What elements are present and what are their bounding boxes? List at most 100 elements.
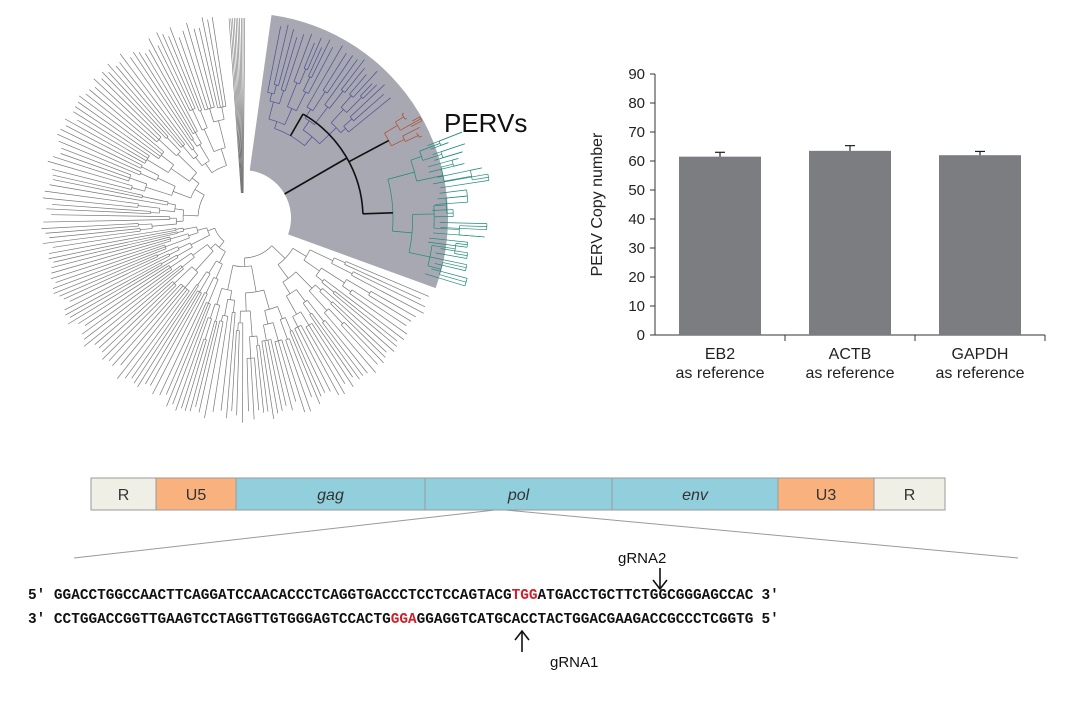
tree-branch: [189, 242, 193, 248]
tree-branch: [289, 330, 293, 332]
tree-branch: [428, 241, 468, 248]
tree-branch: [349, 116, 354, 122]
tree-branch: [435, 252, 467, 259]
sequence-bottom-strand: 3′ CCTGGACCGGTTGAAGTCCTAGGTTGTGGGAGTCCAC…: [28, 612, 779, 628]
tree-branch: [191, 266, 199, 273]
tree-branch: [60, 153, 130, 179]
genome-segment: [235, 477, 426, 511]
tree-branch: [333, 257, 346, 264]
tree-branch: [284, 78, 290, 92]
tree-branch: [304, 136, 313, 146]
tree-branch: [366, 282, 424, 314]
tree-branch: [245, 289, 264, 294]
tree-branch: [340, 59, 365, 90]
tree-branch: [419, 143, 441, 152]
tree-branch: [42, 230, 141, 244]
tree-branch: [466, 189, 469, 203]
tree-branch: [229, 290, 232, 300]
tree-branch: [422, 153, 442, 161]
tree-branch: [171, 186, 176, 196]
tree-branch: [44, 190, 139, 205]
y-tick-label: 70: [628, 124, 645, 141]
tree-branch: [410, 156, 422, 161]
tree-branch: [455, 243, 468, 246]
tree-branch: [214, 228, 225, 242]
tree-branch: [288, 338, 312, 398]
tree-branch: [212, 325, 227, 413]
tree-branch: [395, 121, 401, 131]
tree-branch: [148, 38, 198, 132]
sequence-top-strand: 5′ GGACCTGGCCAACTTCAGGATCCAACACCCTCAGGTG…: [28, 588, 779, 604]
tree-branch: [137, 290, 198, 388]
tree-branch: [204, 106, 215, 111]
tree-branch: [144, 53, 194, 134]
tree-branch: [166, 137, 181, 152]
tree-branch: [466, 252, 469, 259]
tree-branch: [148, 49, 196, 133]
tree-branch: [431, 268, 468, 279]
tree-branch: [264, 310, 269, 325]
tree-branch: [369, 279, 426, 308]
tree-branch: [454, 243, 457, 254]
tree-branch: [193, 155, 198, 160]
tree-branch: [286, 289, 297, 297]
tree-branch: [427, 245, 433, 266]
tree-branch: [172, 304, 211, 405]
tree-branch: [433, 227, 460, 230]
tree-branch: [349, 84, 385, 118]
tree-branch: [43, 219, 145, 223]
tree-branch: [206, 227, 210, 236]
tree-branch: [187, 233, 190, 239]
tree-branch: [343, 118, 353, 127]
tree-branch: [49, 228, 141, 239]
tree-branch: [165, 302, 207, 395]
tree-branch: [42, 197, 138, 208]
tree-branch: [159, 209, 175, 212]
tree-branch: [278, 29, 294, 86]
tree-branch: [197, 271, 207, 286]
tree-branch: [311, 312, 360, 380]
tree-branch: [321, 282, 335, 293]
tree-branch: [140, 228, 153, 231]
tree-branch: [296, 289, 306, 302]
tree-branch: [324, 312, 331, 320]
tree-branch: [306, 299, 325, 322]
tree-branch: [401, 114, 406, 120]
tree-branch: [279, 319, 288, 340]
tree-branch: [370, 290, 416, 318]
tree-branch: [166, 303, 209, 407]
tree-branch: [220, 148, 227, 166]
tree-branch: [94, 268, 184, 345]
tree-branch: [176, 246, 193, 257]
tree-branch: [157, 246, 178, 256]
tree-branch: [268, 101, 274, 120]
tree-branch: [140, 165, 143, 169]
tree-branch: [249, 336, 252, 359]
tree-branch: [231, 330, 237, 412]
tree-branch: [329, 319, 376, 373]
tree-branch: [282, 281, 291, 294]
tree-branch: [277, 340, 297, 402]
tree-branch: [89, 89, 165, 153]
tree-branch: [311, 39, 331, 78]
zoom-line-left: [73, 509, 496, 559]
tree-branch: [289, 331, 321, 405]
tree-branch: [218, 241, 225, 248]
tree-branch: [334, 291, 398, 342]
tree-branch: [440, 180, 489, 189]
tree-branch: [340, 95, 352, 108]
tree-branch: [191, 177, 200, 184]
tree-branch: [302, 303, 311, 315]
tree-branch: [332, 291, 336, 294]
tree-branch: [175, 336, 202, 411]
tree-branch: [167, 201, 169, 206]
tree-branch: [168, 253, 171, 256]
tree-branch: [63, 256, 158, 300]
tree-branch: [344, 264, 361, 272]
tree-branch: [144, 219, 170, 221]
bot-seq-pre: CCTGGACCGGTTGAAGTCCTAGGTTGTGGGAGTCCACTG: [53, 612, 391, 628]
tree-branch: [300, 311, 310, 326]
tree-branch: [267, 340, 283, 411]
tree-branch: [218, 120, 226, 148]
